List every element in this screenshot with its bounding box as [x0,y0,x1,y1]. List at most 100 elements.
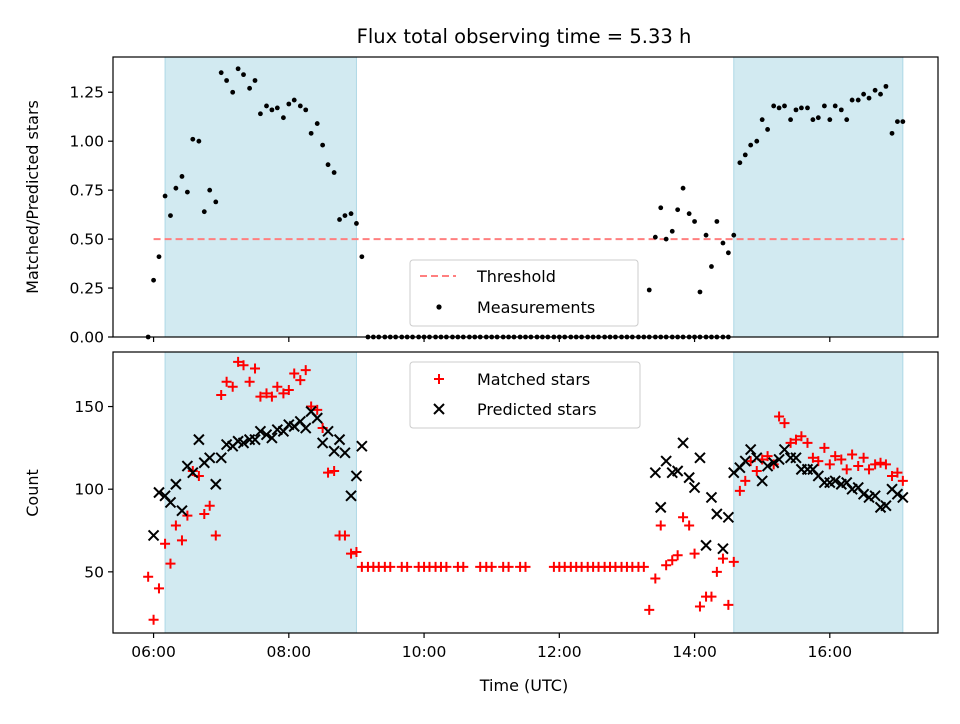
predicted-star-point [333,433,346,446]
predicted-star-point [897,491,909,504]
measurement-point [714,219,720,224]
measurement-point [230,89,236,95]
measurement-point [737,160,743,166]
measurement-point [872,87,878,93]
bottom-legend-box [409,361,641,429]
matched-star-point [858,452,869,463]
top-y-tick-label: 1.00 [69,133,104,151]
top-y-tick-label: 0.25 [69,280,104,298]
predicted-star-point [215,452,227,464]
matched-star-point [847,449,858,460]
matched-star-point [864,464,875,475]
measurement-point [162,193,168,199]
measurement-point [680,185,686,191]
bottom-axes-frame [112,351,939,634]
matched-star-point [813,456,824,467]
measurement-point [782,103,787,109]
matched-star-point [176,535,187,546]
x-tick-label: 16:00 [807,643,852,661]
measurement-point [297,103,303,109]
predicted-star-point [311,412,323,424]
legend-measurement-swatch [436,304,442,310]
predicted-star-point [751,452,763,464]
predicted-star-point [671,465,684,477]
matched-star-point [441,561,452,572]
x-tick-label: 06:00 [131,643,176,661]
measurement-point [342,213,348,219]
top-y-tick-label: 0.00 [69,329,104,347]
matched-star-point [266,391,277,402]
top-y-tick-label: 0.75 [69,182,104,200]
bottom-y-tick-label: 150 [74,398,104,416]
matched-star-point [160,538,171,549]
matched-star-point [295,375,306,386]
x-axis-label: Time (UTC) [479,676,568,695]
matched-star-point [153,583,164,594]
measurement-point [646,287,652,293]
matched-star-point [650,573,661,584]
matched-star-point [351,547,362,558]
matched-star-point [661,560,672,571]
matched-star-point [503,561,514,572]
predicted-star-point [187,466,199,479]
matched-star-point [278,388,289,399]
measurement-point [832,103,838,109]
measurement-point [675,207,681,213]
matched-star-point [170,520,181,531]
measurement-point [354,221,359,226]
predicted-star-point [203,452,216,464]
measurement-point [201,209,207,215]
top-y-tick-label: 1.25 [69,84,104,102]
measurement-point [799,105,804,111]
measurement-point [883,83,889,89]
predicted-star-point [660,455,672,467]
measurement-point [173,185,179,191]
measurement-point [224,78,230,83]
measurement-point [218,70,224,76]
matched-star-point [182,510,193,521]
predicted-star-point [761,460,774,472]
measurement-point [190,136,196,142]
measurement-point [692,219,697,224]
measurement-point [709,264,714,269]
measurement-point [900,119,906,125]
matched-star-point [143,571,154,582]
matched-star-point [694,601,705,612]
top-ylabel: Matched/Predicted stars [23,100,42,294]
top-legend-box [409,259,639,327]
predicted-star-point [266,432,278,444]
measurement-point [759,117,765,123]
matched-star-point [830,451,841,462]
legend-measurement-label: Measurements [477,298,595,317]
predicted-star-point [705,491,718,504]
x-tick-label: 08:00 [266,643,311,661]
matched-star-point [655,520,666,531]
measurement-point [697,289,703,295]
measurement-point [765,127,770,132]
matched-star-point [486,561,497,572]
predicted-star-point [316,437,329,449]
measurement-point [895,119,900,125]
measurement-point [308,130,314,136]
measurement-point [196,138,202,144]
matched-star-point [740,475,751,486]
predicted-star-point [891,488,904,500]
measurement-point [844,117,850,123]
matched-star-point [244,376,255,387]
predicted-star-point [773,453,785,466]
measurement-point [184,189,190,195]
measurement-point [252,78,258,83]
matched-star-point [751,466,762,477]
matched-star-point [233,356,244,367]
measurement-point [314,121,320,126]
matched-star-point [790,434,801,445]
measurement-point [838,107,844,113]
measurement-point [771,103,777,109]
matched-star-point [728,556,739,567]
matched-star-point [774,411,785,422]
measurement-point [815,115,821,121]
measurement-point [827,117,833,123]
measurement-point [878,91,883,97]
